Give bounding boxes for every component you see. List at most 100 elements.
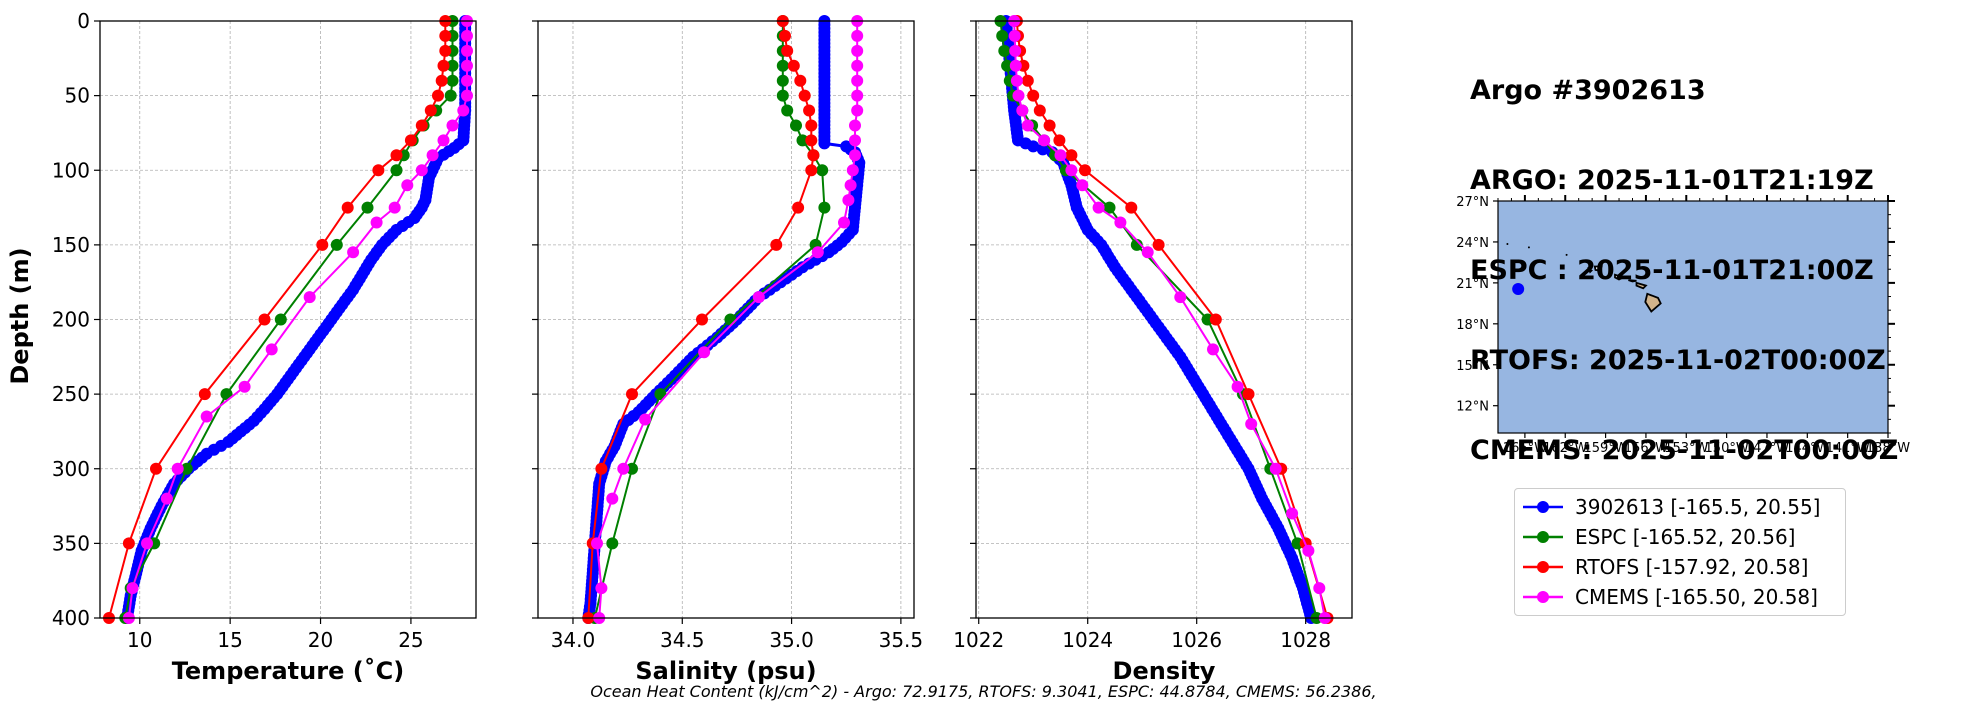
temperature-series-cmems-point (446, 119, 459, 132)
legend-entry-espc: ESPC [-165.52, 20.56] (1515, 522, 1796, 552)
density-series-cmems-point (1114, 216, 1127, 229)
density-series-cmems-point (1009, 59, 1022, 72)
salinity-series-cmems-point (844, 179, 857, 192)
temperature-ytick-label-2: 100 (52, 158, 90, 182)
temperature-series-cmems-point (415, 164, 428, 177)
density-xlabel: Density (1113, 657, 1216, 685)
title-line-rtofs-time: RTOFS: 2025-11-02T00:00Z (1470, 345, 1886, 376)
title-line-espc-time: ESPC : 2025-11-01T21:00Z (1470, 255, 1874, 286)
salinity-series-espc-point (781, 104, 794, 117)
map-ytick-label-2: 18°N (1456, 318, 1489, 333)
density-series-rtofs-point (1242, 388, 1255, 401)
salinity-series-cmems-point (851, 74, 864, 87)
map-xtick-label-5: 150°W (1705, 441, 1749, 456)
temperature-series-cmems-point (126, 582, 139, 595)
temperature-series-espc-point (220, 388, 233, 401)
temperature-series-rtofs-point (439, 29, 452, 42)
density-series-cmems-point (1009, 44, 1022, 57)
density-series-rtofs-point (1079, 164, 1091, 177)
map-xtick-label-3: 156°W (1624, 441, 1668, 456)
map-xtick-label-7: 144°W (1785, 441, 1829, 456)
map-xtick-label-9: 138°W (1866, 441, 1910, 456)
temperature-series-rtofs-point (341, 201, 354, 214)
density-xtick-label-0: 1022 (953, 628, 1004, 652)
salinity-series-cmems-point (851, 104, 864, 117)
density-panel: 1022 1024 1026 1028 Density (953, 15, 1353, 685)
salinity-series-cmems-point (698, 346, 711, 359)
salinity-series-espc-point (606, 537, 619, 550)
map-xtick-label-4: 153°W (1664, 441, 1708, 456)
temperature-xlabel: Temperature (˚C) (172, 657, 405, 685)
map-island-kauai (1593, 265, 1603, 272)
temperature-series-rtofs-point (198, 388, 211, 401)
density-series-rtofs-point (1053, 134, 1066, 147)
salinity-series-cmems-point (851, 89, 864, 102)
temperature-series-cmems-point (200, 410, 213, 423)
salinity-xlabel: Salinity (psu) (635, 657, 816, 685)
salinity-series-cmems-point (752, 291, 765, 304)
temperature-series-rtofs-point (439, 44, 452, 57)
location-map: 165°W162°W159°W156°W153°W150°W147°W144°W… (1456, 195, 1910, 456)
temperature-series-espc-point (390, 164, 403, 177)
map-ytick-label-0: 12°N (1456, 400, 1489, 415)
temperature-series-cmems-point (461, 89, 473, 102)
density-xtick-label-2: 1026 (1171, 628, 1222, 652)
title-line-cmems-time: CMEMS: 2025-11-02T00:00Z (1470, 435, 1899, 466)
temperature-series-cmems-point (401, 179, 414, 192)
salinity-series-rtofs-point (696, 313, 708, 326)
ocean-heat-content-caption: Ocean Heat Content (kJ/cm^2) - Argo: 72.… (0, 682, 1967, 701)
temperature-xtick-label-0: 10 (127, 628, 152, 652)
density-series-rtofs-point (1021, 74, 1034, 87)
legend-label-espc: ESPC [-165.52, 20.56] (1575, 525, 1796, 549)
salinity-series-espc-point (654, 388, 667, 401)
density-series-cmems-point (1065, 164, 1078, 177)
density-series-espc-point (1201, 313, 1214, 326)
legend-marker-cmems (1523, 591, 1563, 603)
density-series-cmems-point (1076, 179, 1089, 192)
temperature-series-cmems-point (238, 380, 251, 393)
temperature-series-espc-point (180, 462, 193, 475)
density-series-rtofs-point (1209, 313, 1222, 326)
salinity-series-rtofs-point (595, 462, 608, 475)
density-series-rtofs-point (1065, 149, 1078, 162)
salinity-series-cmems-point (595, 582, 608, 595)
temperature-series-cmems-point (347, 246, 360, 259)
legend-marker-argo (1523, 501, 1563, 513)
depth-axis-label: Depth (m) (6, 247, 34, 384)
temperature-series-espc-point (446, 59, 459, 72)
temperature-series-espc-point (330, 238, 343, 251)
salinity-series-rtofs-point (770, 238, 783, 251)
temperature-series-rtofs-point (437, 59, 450, 72)
figure-title: Argo #3902613 ARGO: 2025-11-01T21:19Z ES… (1470, 16, 1898, 496)
salinity-series-espc-point (776, 74, 789, 87)
salinity-series-espc-point (796, 134, 809, 147)
temperature-series-rtofs-point (390, 149, 403, 162)
temperature-ytick-label-0: 0 (77, 9, 90, 33)
legend-marker-espc (1523, 531, 1563, 543)
salinity-series-rtofs-point (626, 388, 638, 401)
legend-entry-cmems: CMEMS [-165.50, 20.58] (1515, 582, 1818, 612)
map-atoll-2 (1565, 253, 1568, 256)
salinity-series-cmems-point (849, 134, 861, 147)
temperature-series-cmems-point (461, 74, 473, 87)
temperature-series-espc-line (124, 21, 454, 619)
salinity-xtick-label-2: 35.0 (769, 628, 814, 652)
temperature-series-espc-point (444, 89, 457, 102)
map-xtick-label-8: 141°W (1826, 441, 1870, 456)
salinity-series-rtofs-point (781, 44, 794, 57)
density-series-cmems-point (1207, 343, 1219, 356)
salinity-series-cmems-point (617, 462, 630, 475)
temperature-series-rtofs-point (258, 313, 271, 326)
salinity-series-rtofs-point (803, 104, 816, 117)
salinity-series-cmems-point (842, 194, 855, 207)
temperature-ytick-label-3: 150 (52, 233, 90, 257)
temperature-series-cmems-point (141, 537, 153, 550)
temperature-series-cmems-point (461, 29, 473, 42)
map-island-molokai (1628, 279, 1637, 283)
salinity-series-rtofs-point (798, 89, 811, 102)
salinity-series-cmems-point (851, 44, 864, 57)
temperature-ytick-label-8: 400 (52, 606, 90, 630)
map-island-hawaii-big-island (1644, 292, 1662, 313)
density-series-espc-point (998, 44, 1011, 57)
salinity-xtick-label-3: 35.5 (879, 628, 924, 652)
